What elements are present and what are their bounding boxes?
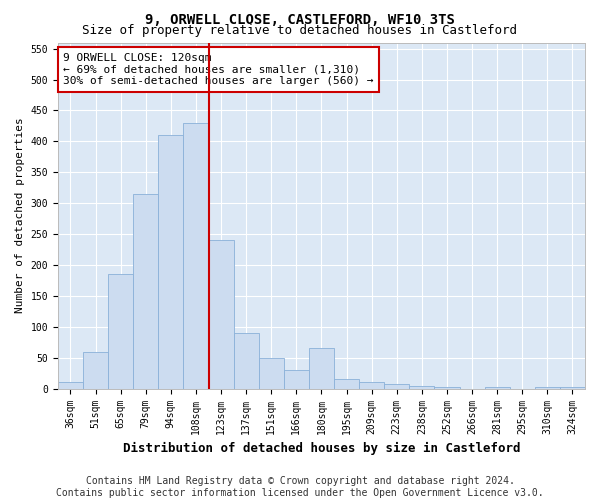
Bar [284,370,309,388]
Bar [83,352,108,389]
Bar [233,333,259,388]
Bar [485,387,510,388]
Bar [309,348,334,389]
Bar [58,382,83,388]
Bar [409,386,434,388]
Text: 9 ORWELL CLOSE: 120sqm
← 69% of detached houses are smaller (1,310)
30% of semi-: 9 ORWELL CLOSE: 120sqm ← 69% of detached… [63,53,374,86]
Text: 9, ORWELL CLOSE, CASTLEFORD, WF10 3TS: 9, ORWELL CLOSE, CASTLEFORD, WF10 3TS [145,12,455,26]
Bar [259,358,284,388]
Bar [184,123,209,388]
Y-axis label: Number of detached properties: Number of detached properties [15,118,25,314]
Bar [359,382,384,388]
X-axis label: Distribution of detached houses by size in Castleford: Distribution of detached houses by size … [123,442,520,455]
Bar [108,274,133,388]
Bar [334,380,359,388]
Text: Size of property relative to detached houses in Castleford: Size of property relative to detached ho… [83,24,517,37]
Bar [133,194,158,388]
Bar [158,135,184,388]
Bar [209,240,233,388]
Bar [384,384,409,388]
Text: Contains HM Land Registry data © Crown copyright and database right 2024.
Contai: Contains HM Land Registry data © Crown c… [56,476,544,498]
